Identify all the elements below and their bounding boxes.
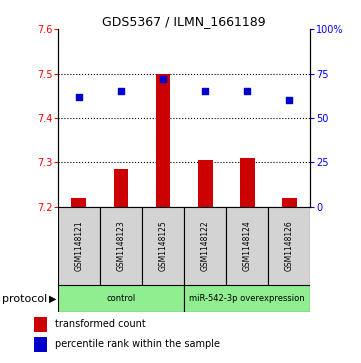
Bar [184,207,226,285]
Text: GSM1148121: GSM1148121 [74,221,83,271]
Bar [58,285,184,312]
Bar [268,207,310,285]
Text: protocol: protocol [2,294,47,303]
Point [244,88,250,94]
Text: ▶: ▶ [49,294,56,303]
Bar [34,337,47,352]
Bar [34,317,47,332]
Point [118,88,124,94]
Bar [100,207,142,285]
Point [287,97,292,103]
Bar [240,158,255,207]
Text: GSM1148125: GSM1148125 [158,221,168,271]
Text: percentile rank within the sample: percentile rank within the sample [56,339,221,349]
Text: miR-542-3p overexpression: miR-542-3p overexpression [190,294,305,303]
Bar [184,285,310,312]
Bar [142,207,184,285]
Point [160,76,166,82]
Bar [198,160,213,207]
Text: GSM1148126: GSM1148126 [285,221,294,271]
Bar [71,198,86,207]
Text: GSM1148124: GSM1148124 [243,221,252,271]
Bar [226,207,268,285]
Text: GSM1148123: GSM1148123 [117,221,125,271]
Bar [58,207,100,285]
Text: GSM1148122: GSM1148122 [201,221,210,271]
Bar [114,169,128,207]
Text: transformed count: transformed count [56,319,146,329]
Title: GDS5367 / ILMN_1661189: GDS5367 / ILMN_1661189 [102,15,266,28]
Bar [156,73,170,207]
Point [202,88,208,94]
Bar [282,198,297,207]
Point [76,94,82,99]
Text: control: control [106,294,136,303]
